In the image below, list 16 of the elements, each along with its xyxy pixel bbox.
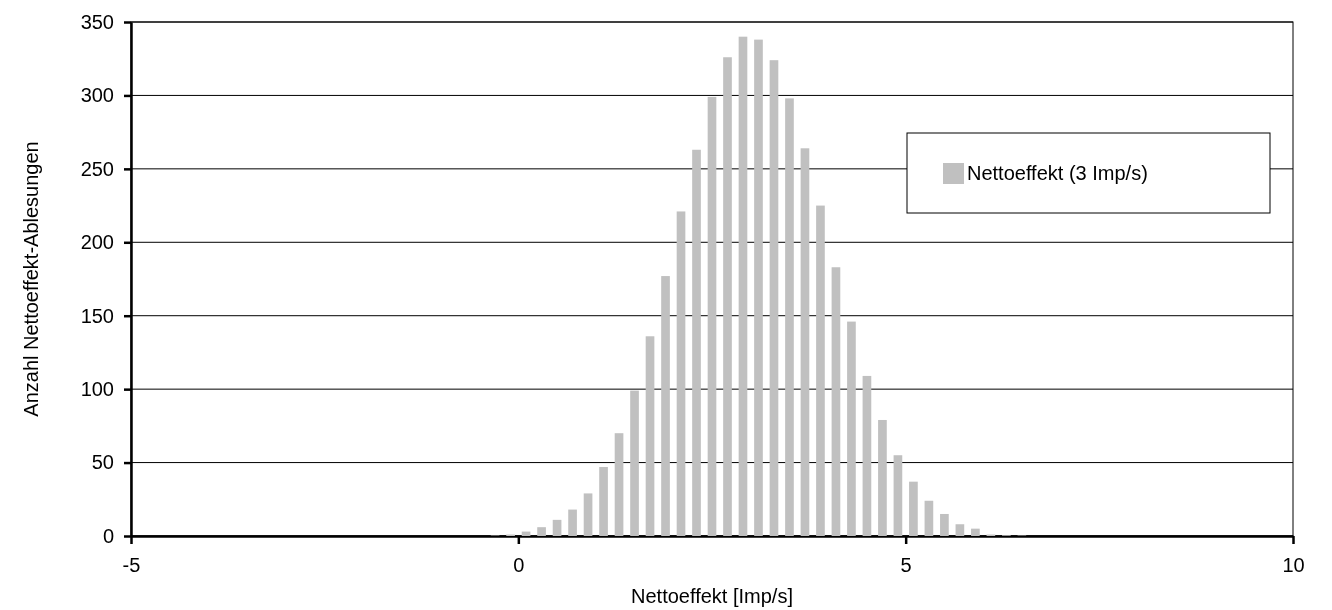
legend: Nettoeffekt (3 Imp/s) <box>906 132 1271 214</box>
y-tick-label: 350 <box>80 10 114 33</box>
legend-label: Nettoeffekt (3 Imp/s) <box>967 162 1148 184</box>
y-tick-label: 0 <box>102 524 114 547</box>
y-tick-label: 250 <box>80 157 114 180</box>
y-tick-label: 50 <box>91 451 114 474</box>
y-tick-label: 100 <box>80 378 114 401</box>
y-tick-label: 150 <box>80 304 114 327</box>
x-tick-label: 0 <box>513 554 525 577</box>
y-tick-label: 300 <box>80 84 114 107</box>
y-axis-title: Anzahl Nettoeffekt-Ablesungen <box>20 141 42 417</box>
x-tick-label: 10 <box>1282 554 1305 577</box>
y-tick-label: 200 <box>80 231 114 254</box>
x-tick-label: -5 <box>122 554 141 577</box>
x-tick-label: 5 <box>900 554 912 577</box>
x-axis-title: Nettoeffekt [Imp/s] <box>631 585 793 607</box>
